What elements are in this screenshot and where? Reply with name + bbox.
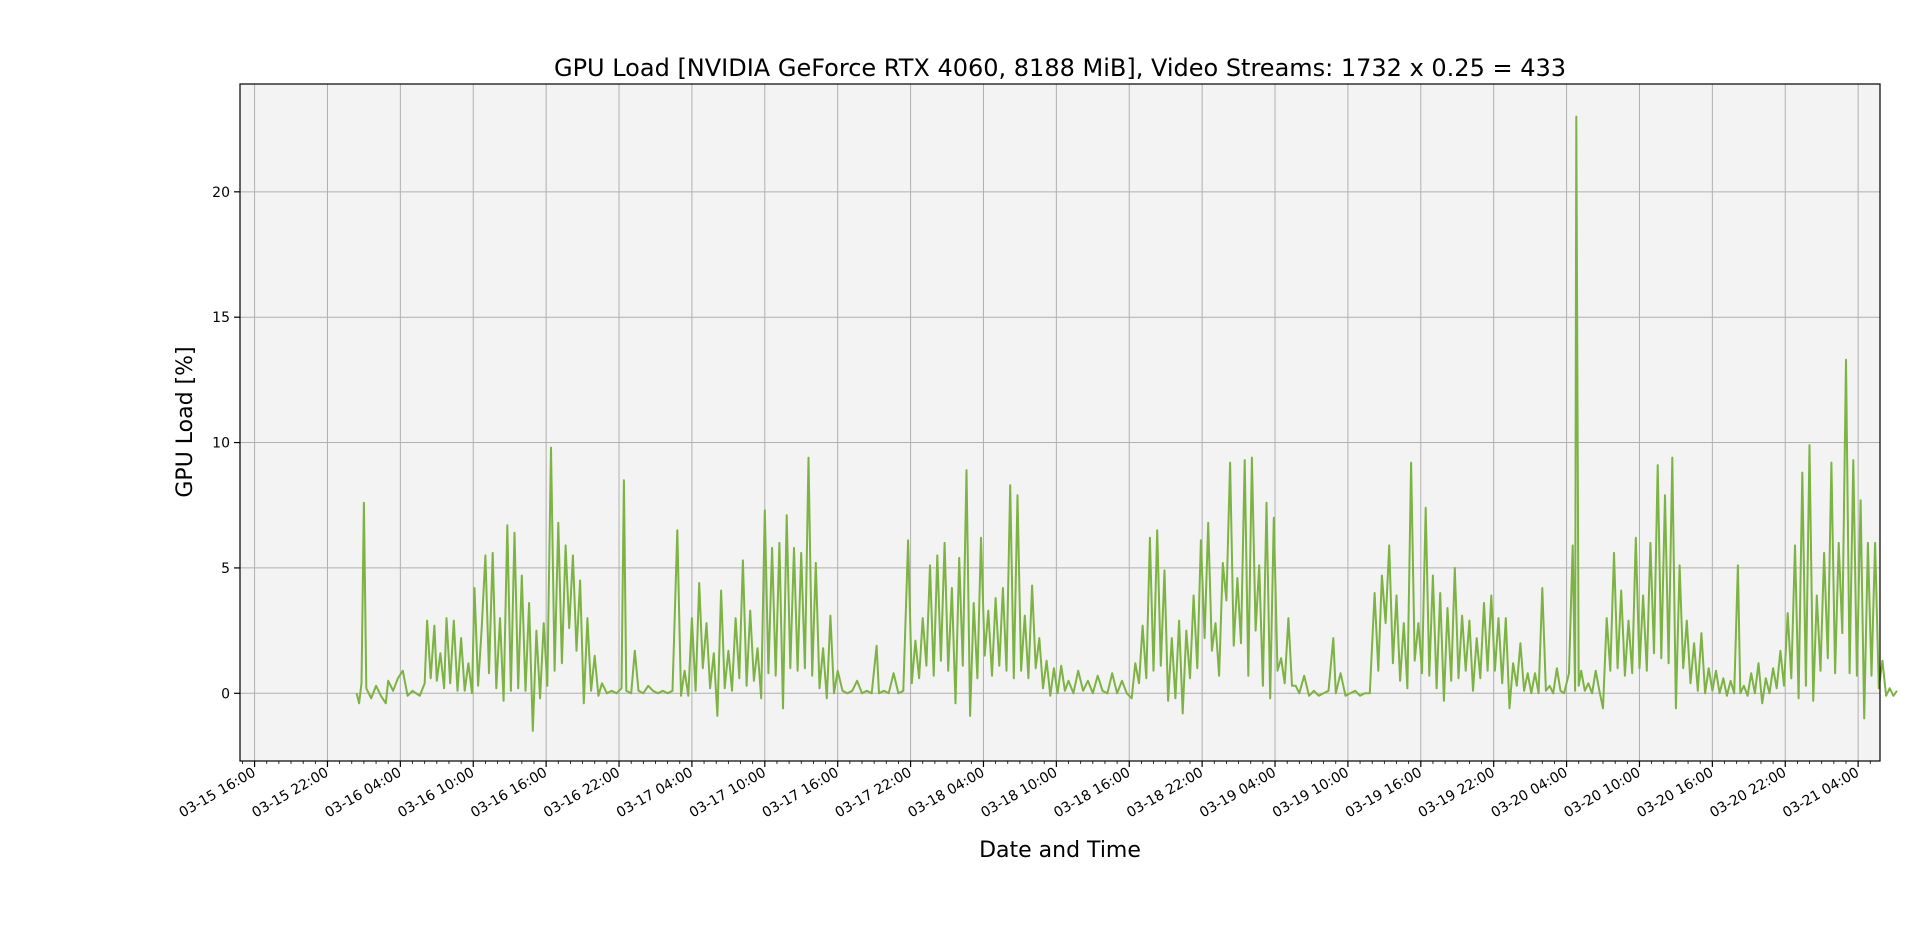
x-tick-label: 03-17 16:00	[760, 765, 842, 822]
y-tick-label: 5	[221, 561, 230, 577]
x-tick-label: 03-16 04:00	[322, 765, 404, 822]
x-tick-label: 03-20 16:00	[1634, 765, 1716, 822]
plot-frame	[239, 83, 1881, 762]
x-tick-label: 03-20 10:00	[1561, 765, 1643, 822]
x-tick-label: 03-19 10:00	[1270, 765, 1352, 822]
y-tick-label: 0	[221, 686, 230, 702]
x-tick-label: 03-18 04:00	[905, 765, 987, 822]
x-tick-label: 03-19 16:00	[1343, 765, 1425, 822]
plot-area	[240, 84, 1880, 761]
x-tick-label: 03-18 10:00	[978, 765, 1060, 822]
x-tick-label: 03-17 22:00	[833, 765, 915, 822]
x-tick-label: 03-21 04:00	[1780, 765, 1862, 822]
x-tick-label: 03-16 16:00	[468, 765, 550, 822]
x-tick-label: 03-18 22:00	[1124, 765, 1206, 822]
x-tick-label: 03-15 16:00	[177, 765, 259, 822]
x-tick-label: 03-19 04:00	[1197, 765, 1279, 822]
x-tick-label: 03-17 04:00	[614, 765, 696, 822]
y-tick-label: 15	[212, 310, 230, 326]
y-tick-label: 20	[212, 185, 230, 201]
chart-title: GPU Load [NVIDIA GeForce RTX 4060, 8188 …	[554, 54, 1566, 82]
x-tick-label: 03-17 10:00	[687, 765, 769, 822]
y-axis-label: GPU Load [%]	[173, 346, 198, 497]
y-tick-labels: 0 5 10 15 20	[212, 185, 230, 702]
x-tick-label: 03-18 16:00	[1051, 765, 1133, 822]
y-tick-label: 10	[212, 436, 230, 452]
x-tick-label: 03-20 22:00	[1707, 765, 1789, 822]
x-tick-label: 03-16 22:00	[541, 765, 623, 822]
x-axis-label: Date and Time	[979, 838, 1141, 863]
gpu-load-series-line	[355, 115, 1898, 732]
x-tick-label: 03-19 22:00	[1416, 765, 1498, 822]
x-tick-label: 03-20 04:00	[1489, 765, 1571, 822]
x-tick-label: 03-15 22:00	[249, 765, 331, 822]
x-tick-label: 03-16 10:00	[395, 765, 477, 822]
